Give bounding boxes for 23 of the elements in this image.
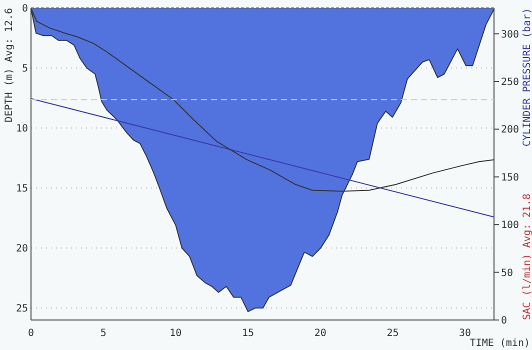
text: SAC (l/min) Avg: 21.8 (522, 194, 532, 320)
y2-tick-label: 250 (501, 76, 520, 88)
x-tick-label: 10 (170, 328, 182, 339)
x-tick-label: 30 (459, 328, 472, 339)
x-tick-label: 25 (386, 328, 399, 339)
x-axis-title: TIME (min) (470, 338, 530, 349)
y2-tick-label: 100 (501, 220, 520, 232)
y-tick-label: 0 (22, 4, 28, 14)
x-tick-label: 5 (100, 328, 106, 339)
x-tick-label: 20 (314, 328, 326, 339)
x-tick-label: 15 (242, 328, 254, 339)
y-tick-label: 20 (16, 244, 28, 254)
y2-axis-title: CYLINDER PRESSURE (bar) (522, 8, 532, 146)
y2-tick-label: 50 (501, 268, 514, 279)
y2-tick-label: 200 (501, 124, 520, 136)
y-tick-label: 5 (22, 64, 28, 74)
y2-tick-label: 300 (501, 29, 520, 40)
y2-tick-label: 150 (501, 172, 520, 184)
y-tick-label: 25 (16, 304, 28, 314)
y-axis-title: DEPTH (m) Avg: 12.6 (4, 8, 15, 122)
y-tick-label: 10 (16, 124, 28, 134)
y2-tick-label: 0 (501, 316, 508, 326)
y-tick-label: 15 (16, 184, 28, 194)
